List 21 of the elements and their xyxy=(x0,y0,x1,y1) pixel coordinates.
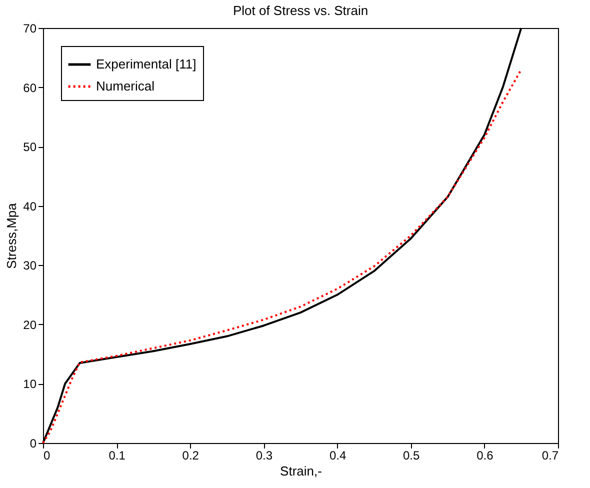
y-tick-label: 10 xyxy=(23,377,37,392)
y-tick-label: 0 xyxy=(30,436,37,450)
y-tick-label: 50 xyxy=(23,140,37,154)
y-tick-label: 40 xyxy=(23,199,37,214)
x-tick-label: 0.2 xyxy=(182,448,200,462)
legend-label: Numerical xyxy=(96,78,155,94)
y-tick-label: 60 xyxy=(23,80,37,95)
y-tick-label: 20 xyxy=(23,318,37,332)
x-tick-label: 0.3 xyxy=(256,448,273,462)
x-tick-label: 0.5 xyxy=(403,448,420,462)
chart-title: Plot of Stress vs. Strain xyxy=(232,3,368,18)
x-tick-label: 0.6 xyxy=(476,448,494,462)
y-axis-title: Stress,Mpa xyxy=(4,202,20,269)
y-tick-label: 30 xyxy=(23,258,37,273)
y-tick-label: 70 xyxy=(23,22,37,36)
x-tick-label: 0.4 xyxy=(329,448,346,462)
legend-label: Experimental [11] xyxy=(96,56,196,72)
x-tick-label: 0.1 xyxy=(108,448,126,462)
x-axis-title: Strain,- xyxy=(280,464,322,478)
x-tick-label: 0 xyxy=(44,448,50,462)
x-tick-label: 0.7 xyxy=(542,448,559,462)
